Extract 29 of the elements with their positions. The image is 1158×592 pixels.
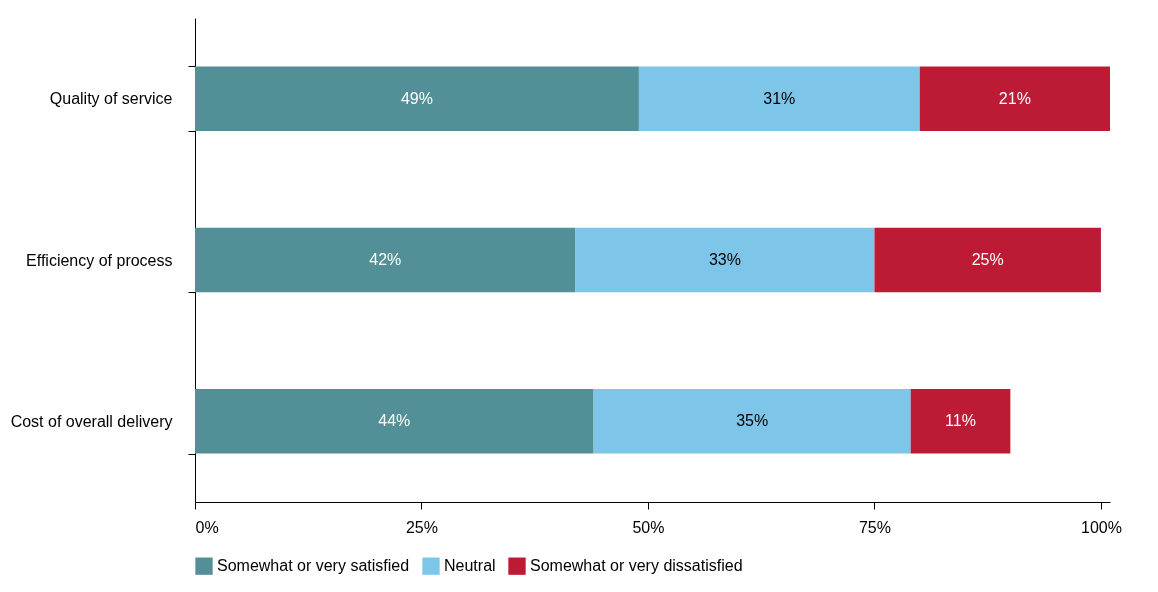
data-label: 35% bbox=[736, 412, 769, 430]
y-tick-label: Cost of overall delivery bbox=[10, 412, 173, 430]
data-label: 33% bbox=[708, 251, 741, 268]
x-tick-label: 0% bbox=[195, 518, 219, 536]
y-tick-label: Quality of service bbox=[49, 90, 173, 108]
x-tick-label: 25% bbox=[405, 518, 438, 536]
y-tick-label: Efficiency of process bbox=[26, 251, 173, 269]
x-tick-label: 50% bbox=[632, 518, 665, 536]
data-label: 42% bbox=[369, 251, 402, 268]
bar bbox=[195, 227, 576, 293]
bar bbox=[638, 66, 920, 131]
bar bbox=[910, 389, 1011, 454]
x-tick-label: 100% bbox=[1080, 518, 1122, 536]
bar bbox=[874, 227, 1101, 293]
data-label: 31% bbox=[763, 89, 796, 107]
bar bbox=[575, 227, 875, 293]
data-label: 25% bbox=[971, 251, 1004, 268]
data-label: 11% bbox=[945, 412, 976, 430]
data-label: 49% bbox=[400, 89, 433, 107]
bar bbox=[195, 389, 594, 454]
legend-label: Neutral bbox=[444, 557, 496, 575]
bar bbox=[593, 389, 911, 454]
data-label: 21% bbox=[998, 89, 1031, 107]
legend-label: Somewhat or very satisfied bbox=[217, 557, 410, 575]
data-label: 44% bbox=[378, 412, 411, 430]
bar bbox=[919, 66, 1110, 131]
legend-label: Somewhat or very dissatisfied bbox=[530, 557, 743, 575]
bar bbox=[195, 66, 639, 131]
x-tick-label: 75% bbox=[858, 518, 891, 536]
